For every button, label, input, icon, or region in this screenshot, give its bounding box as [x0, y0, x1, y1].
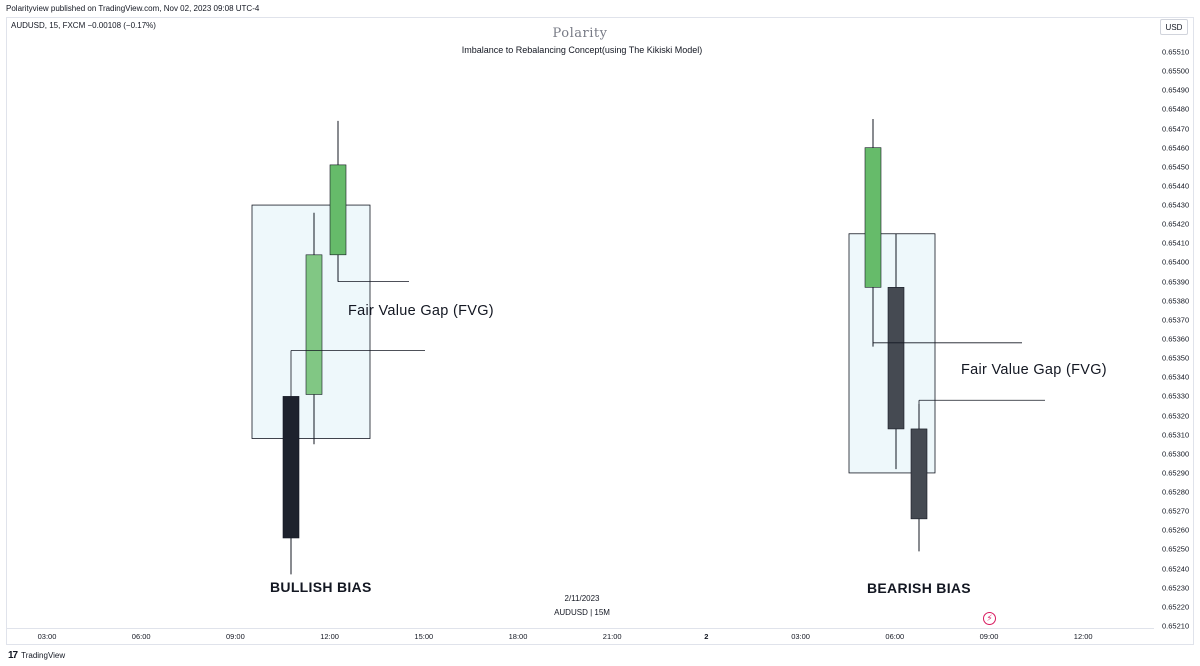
price-tick-label: 0.65390 — [1162, 277, 1190, 287]
bullish-candle-body — [282, 396, 300, 539]
fvg-label-left: Fair Value Gap (FVG) — [348, 303, 494, 319]
price-axis[interactable]: 0.65510 0.65500 0.65490 0.65480 0.65470 0.654… — [1154, 40, 1194, 631]
fvg-label-right: Fair Value Gap (FVG) — [961, 362, 1107, 378]
price-tick-label: 0.65510 — [1162, 47, 1190, 57]
bullish-bias-label: BULLISH BIAS — [270, 579, 372, 595]
price-tick-label: 0.65270 — [1162, 506, 1190, 516]
symbol-legend[interactable]: AUDUSD, 15, FXCM −0.00108 (−0.17%) — [11, 21, 156, 30]
time-tick-label: 2 — [704, 632, 709, 641]
price-tick-label: 0.65330 — [1162, 391, 1190, 401]
price-tick-label: 0.65480 — [1162, 104, 1190, 114]
time-tick-label: 21:00 — [602, 632, 622, 641]
time-tick-label: 15:00 — [414, 632, 434, 641]
price-tick-label: 0.65410 — [1162, 238, 1190, 248]
chart-subtitle: Imbalance to Rebalancing Concept(using T… — [461, 45, 703, 55]
brand-watermark: Polarity — [552, 26, 608, 41]
price-tick-label: 0.65460 — [1162, 143, 1190, 153]
price-tick-label: 0.65320 — [1162, 411, 1190, 421]
symbol-timeframe-note: AUDUSD | 15M — [554, 608, 610, 617]
price-tick-label: 0.65450 — [1162, 162, 1190, 172]
time-tick-label: 12:00 — [320, 632, 339, 641]
time-tick-label: 09:00 — [226, 632, 245, 641]
footer-brand-text: TradingView — [21, 651, 66, 660]
time-tick-label: 03:00 — [791, 632, 810, 641]
price-tick-label: 0.65420 — [1162, 219, 1190, 229]
price-tick-label: 0.65490 — [1162, 85, 1190, 95]
time-tick-label: 18:00 — [508, 632, 528, 641]
price-tick-label: 0.65360 — [1162, 334, 1190, 344]
published-line: Polarityview published on TradingView.co… — [6, 4, 260, 13]
chart-frame — [6, 17, 1194, 645]
price-tick-label: 0.65290 — [1162, 468, 1190, 478]
bullish-candle-body — [305, 254, 323, 395]
currency-button[interactable]: USD — [1160, 19, 1188, 35]
time-tick-label: 12:00 — [1073, 632, 1093, 641]
time-tick-label: 09:00 — [979, 632, 999, 641]
price-tick-label: 0.65310 — [1162, 430, 1190, 440]
time-tick-label: 06:00 — [885, 632, 905, 641]
price-tick-label: 0.65340 — [1162, 372, 1190, 382]
bearish-candle-body — [887, 287, 905, 430]
bearish-bias-label: BEARISH BIAS — [867, 580, 971, 596]
lightning-icon[interactable]: ⚡ — [983, 612, 996, 625]
price-tick-label: 0.65260 — [1162, 525, 1190, 535]
price-tick-label: 0.65250 — [1162, 544, 1190, 554]
footer-brand[interactable]: 17 TradingView — [8, 650, 65, 661]
price-tick-label: 0.65440 — [1162, 181, 1190, 191]
price-tick-label: 0.65350 — [1162, 353, 1190, 363]
bearish-candle-body — [864, 147, 882, 288]
price-tick-label: 0.65240 — [1162, 564, 1190, 574]
tradingview-logo-icon: 17 — [8, 650, 18, 661]
time-tick-label: 06:00 — [131, 632, 151, 641]
price-tick-label: 0.65280 — [1162, 487, 1190, 497]
price-tick-label: 0.65230 — [1162, 583, 1190, 593]
price-tick-label: 0.65300 — [1162, 449, 1190, 459]
price-tick-label: 0.65470 — [1162, 124, 1190, 134]
price-tick-label: 0.65370 — [1162, 315, 1190, 325]
price-tick-label: 0.65430 — [1162, 200, 1190, 210]
price-tick-label: 0.65210 — [1162, 621, 1190, 631]
date-note: 2/11/2023 — [564, 594, 600, 603]
bullish-candle-body — [329, 164, 347, 256]
price-tick-label: 0.65400 — [1162, 257, 1190, 267]
price-tick-label: 0.65500 — [1162, 66, 1190, 76]
price-tick-label: 0.65220 — [1162, 602, 1190, 612]
time-axis[interactable]: 03:00 06:00 09:00 12:00 15:00 18:00 21:00 2 03:0… — [6, 628, 1154, 646]
bearish-candle-body — [910, 428, 928, 520]
time-tick-label: 03:00 — [37, 632, 57, 641]
price-tick-label: 0.65380 — [1162, 296, 1190, 306]
